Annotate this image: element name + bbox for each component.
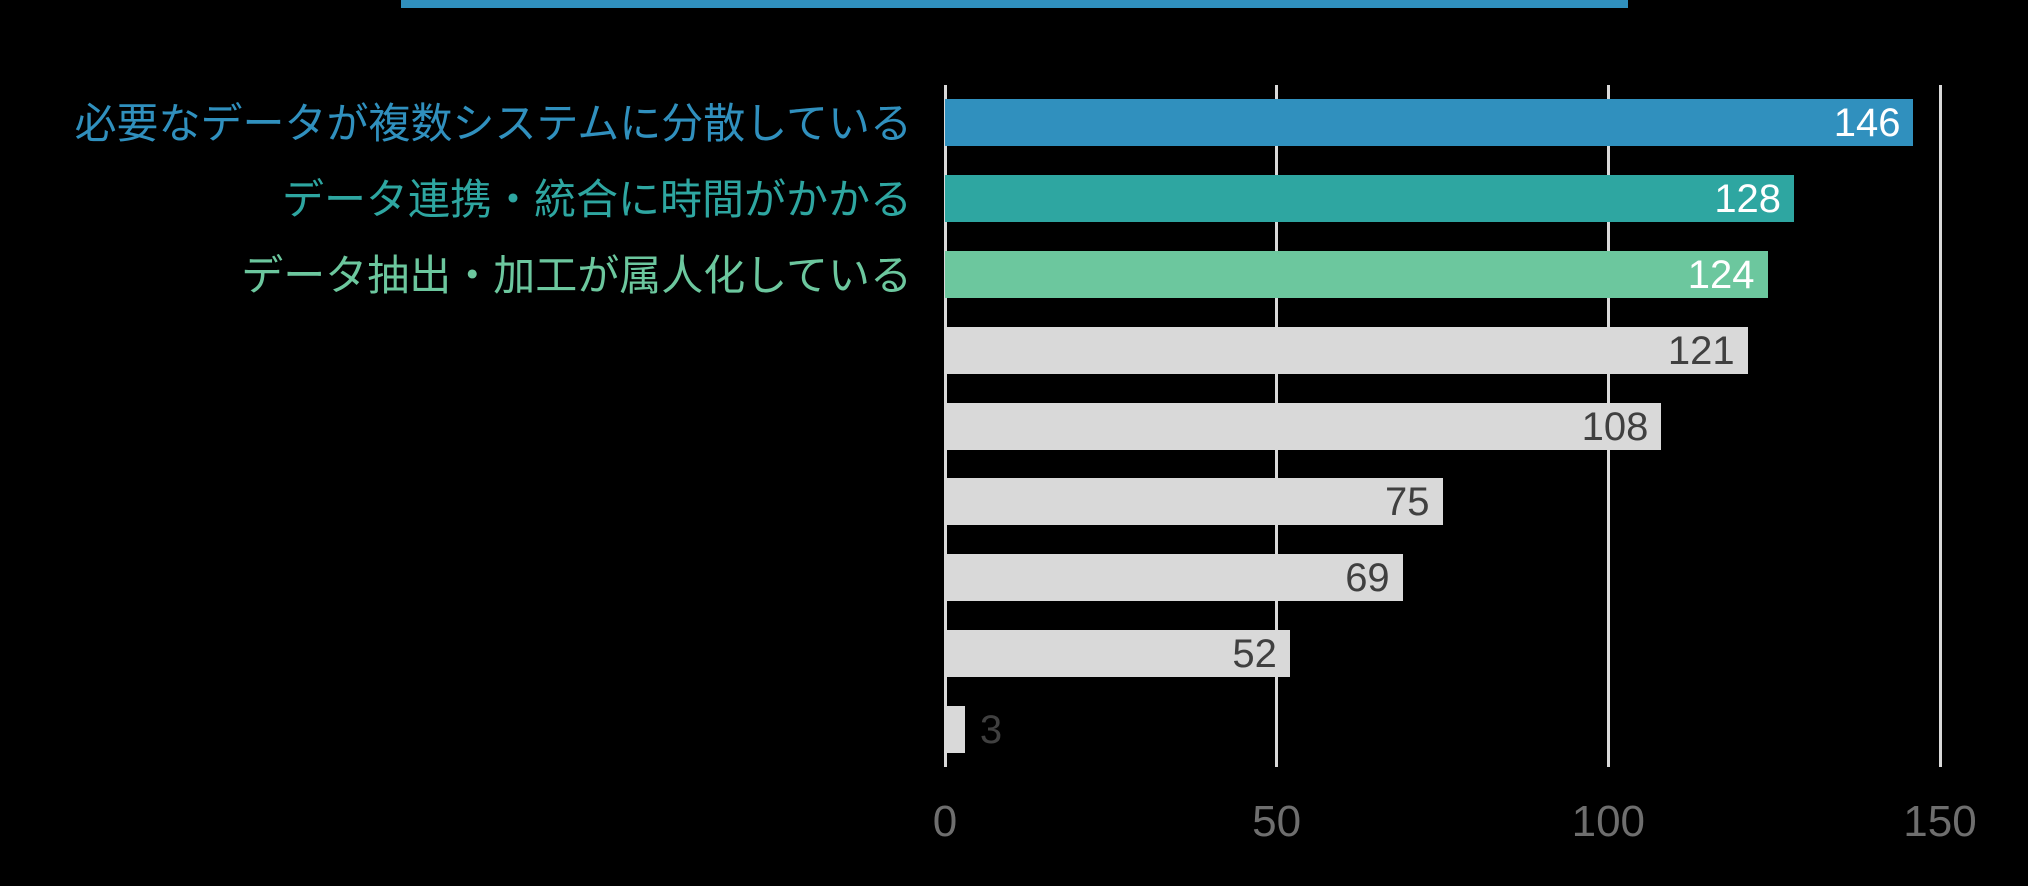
bar-value-label: 124 bbox=[1687, 252, 1755, 297]
bar-value-label: 52 bbox=[1232, 631, 1277, 676]
category-label bbox=[0, 554, 912, 601]
gridline-150 bbox=[1938, 85, 1942, 767]
x-axis-tick-label: 0 bbox=[932, 797, 958, 846]
bar-chart-plot-area: 146 128 124 121 108 75 69 52 3 bbox=[943, 85, 1942, 767]
category-label bbox=[0, 478, 912, 525]
bar-row: 69 bbox=[945, 554, 1940, 602]
bar: 69 bbox=[945, 554, 1403, 602]
bar-row: 52 bbox=[945, 629, 1940, 677]
bar-row: 146 bbox=[945, 99, 1940, 147]
x-axis-tick-label: 50 bbox=[1252, 797, 1302, 846]
bar-value-label: 3 bbox=[979, 707, 1003, 752]
category-label: データ抽出・加工が属人化している bbox=[241, 251, 912, 299]
category-label: 必要なデータが複数システムに分散している bbox=[74, 100, 912, 148]
bar-row: 124 bbox=[945, 250, 1940, 298]
category-label bbox=[0, 706, 912, 753]
category-label bbox=[0, 403, 912, 450]
bar-row: 75 bbox=[945, 478, 1940, 526]
bar-value-label: 108 bbox=[1581, 404, 1649, 449]
x-axis-tick-label: 100 bbox=[1571, 797, 1646, 846]
bar: 108 bbox=[945, 402, 1662, 450]
bar: 75 bbox=[945, 478, 1443, 526]
x-axis-tick-label: 150 bbox=[1903, 797, 1977, 846]
bar-value-label: 128 bbox=[1714, 177, 1782, 222]
category-label bbox=[0, 630, 912, 677]
title-underline-bar bbox=[401, 0, 1628, 8]
bar-row: 128 bbox=[945, 175, 1940, 223]
bar-row: 3 bbox=[945, 705, 1940, 753]
bar: 124 bbox=[945, 250, 1768, 298]
category-label bbox=[0, 327, 912, 374]
category-label: データ連携・統合に時間がかかる bbox=[281, 176, 912, 224]
bar: 146 bbox=[945, 99, 1914, 147]
bar-value-label: 146 bbox=[1833, 101, 1901, 146]
bar: 52 bbox=[945, 629, 1290, 677]
bar: 128 bbox=[945, 175, 1795, 223]
bar-row: 108 bbox=[945, 402, 1940, 450]
bar-value-label: 75 bbox=[1385, 480, 1430, 525]
bar: 3 bbox=[945, 705, 1002, 753]
bar-row: 121 bbox=[945, 326, 1940, 374]
bar-value-label: 69 bbox=[1345, 556, 1390, 601]
bar-value-label: 121 bbox=[1667, 328, 1735, 373]
bar: 121 bbox=[945, 326, 1748, 374]
